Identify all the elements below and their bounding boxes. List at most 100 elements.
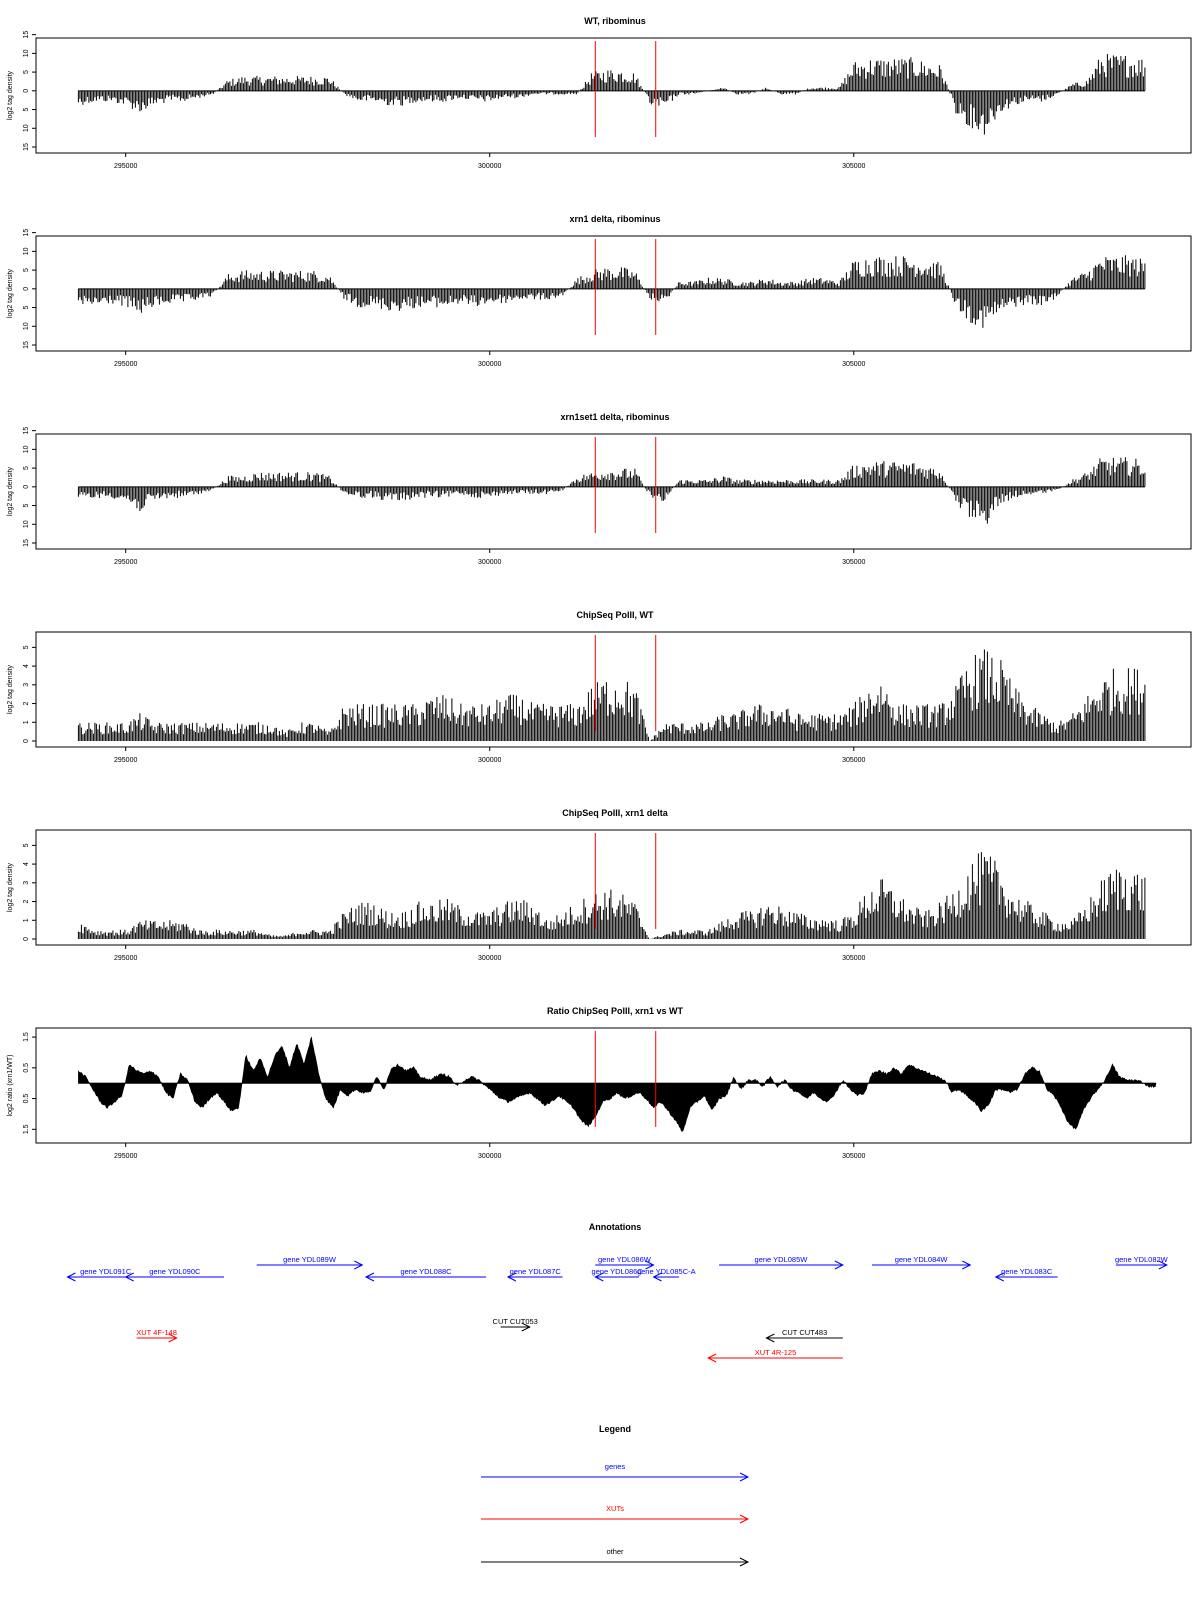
chart-title: ChipSeq PolII, xrn1 delta [562,808,669,818]
y-tick-label: 15 [23,31,30,39]
data-series [77,255,1146,328]
feature-genes: gene YDL086W [595,1255,655,1270]
x-tick-label: 295000 [114,361,137,368]
x-tick-label: 300000 [478,559,501,566]
plot-frame [35,1027,1192,1144]
y-axis-label: log2 tag density [7,70,14,120]
x-tick-label: 300000 [478,955,501,962]
feature-label: gene YDL091C [80,1267,132,1276]
x-tick-label: 295000 [114,757,137,764]
feature-label: gene YDL089W [283,1255,337,1264]
feature-XUTs: XUT 4F-148 [136,1328,178,1343]
legend-label: XUTs [606,1504,624,1513]
feature-arrowhead [645,1260,655,1270]
plot-frame [35,235,1192,352]
feature-label: XUT 4F-148 [136,1328,177,1337]
y-axis-label: log2 ratio (xrn1/WT) [7,1055,14,1117]
y-tick-label: 0 [23,739,30,743]
feature-genes: gene YDL085C-A [637,1267,696,1282]
feature-other: CUT CUT053 [493,1317,538,1332]
y-tick-label: 0 [23,485,30,489]
feature-arrowhead [994,1272,1004,1282]
legend-arrowhead [739,1514,750,1524]
plot-frame [35,433,1192,550]
feature-genes: gene YDL087C [506,1267,563,1282]
feature-arrowhead [834,1260,844,1270]
y-tick-label: 3 [23,683,30,687]
y-tick-label: 3 [23,881,30,885]
feature-arrowhead [354,1260,364,1270]
chart-panel-1: WT, ribominus log2 tag density 15 10 5 0 5 10 15… [7,16,1192,170]
y-tick-label: 5 [23,843,30,847]
chart-title: xrn1set1 delta, ribominus [560,412,669,422]
feature-arrowhead [1158,1260,1168,1270]
data-bars [77,54,1146,135]
feature-arrowhead [707,1353,717,1363]
feature-label: gene YDL087C [510,1267,562,1276]
legend-item-XUTs: XUTs [481,1504,750,1524]
chart-title: ChipSeq PolII, WT [577,610,654,620]
legend-arrowhead [739,1557,750,1567]
y-tick-label: 10 [23,520,30,528]
y-tick-label: 2 [23,701,30,705]
feature-label: gene YDL090C [149,1267,201,1276]
x-tick-label: 295000 [114,559,137,566]
feature-label: gene YDL082W [1115,1255,1169,1264]
legend-label: genes [605,1462,626,1471]
y-tick-label: 5 [23,107,30,111]
y-tick-label: 10 [23,322,30,330]
x-tick-label: 295000 [114,1153,137,1160]
y-tick-label: 5 [23,645,30,649]
feature-arrowhead [124,1272,134,1282]
y-tick-label: 15 [23,229,30,237]
feature-genes: gene YDL082W [1115,1255,1169,1270]
x-tick-label: 305000 [842,163,865,170]
feature-genes: gene YDL090C [124,1267,224,1282]
y-tick-label: 1 [23,918,30,922]
data-series [77,54,1146,135]
feature-label: gene YDL085W [755,1255,809,1264]
y-axis-label: log2 tag density [7,268,14,318]
y-tick-label: 10 [23,445,30,453]
y-tick-label: 0 [23,89,30,93]
data-bars [77,649,1146,741]
y-tick-label: 2 [23,899,30,903]
chart-panel-3: xrn1set1 delta, ribominus log2 tag densit… [7,412,1192,566]
legend-item-genes: genes [481,1462,750,1482]
y-tick-label: 10 [23,49,30,57]
feature-label: gene YDL085C-A [637,1267,696,1276]
feature-other: CUT CUT483 [765,1328,843,1343]
data-series [77,852,1146,939]
legend-item-other: other [481,1547,750,1567]
plot-frame [35,631,1192,748]
feature-arrowhead [652,1272,662,1282]
legend-title: Legend [599,1424,631,1434]
chart-title: Ratio ChipSeq PolII, xrn1 vs WT [547,1006,684,1016]
feature-genes: gene YDL083C [994,1267,1058,1282]
feature-label: gene YDL083C [1001,1267,1053,1276]
y-tick-label: 10 [23,124,30,132]
x-tick-label: 305000 [842,559,865,566]
x-tick-label: 300000 [478,1153,501,1160]
x-tick-label: 305000 [842,361,865,368]
y-tick-label: 1.5 [23,1032,30,1042]
x-tick-label: 300000 [478,361,501,368]
data-area [78,1036,1157,1132]
data-series [77,457,1146,524]
plot-frame [35,37,1192,154]
annotations-panel: Annotations gene YDL091C gene YDL090C gene … [66,1222,1169,1363]
data-series [77,649,1146,741]
y-axis-label: log2 tag density [7,862,14,912]
y-tick-label: 1 [23,720,30,724]
data-bars [77,255,1146,328]
chart-title: xrn1 delta, ribominus [569,214,660,224]
feature-arrowhead [66,1272,76,1282]
legend-panel: Legend genes XUTs other [481,1424,750,1567]
y-tick-label: 15 [23,143,30,151]
y-tick-label: 15 [23,539,30,547]
plot-frame [35,829,1192,946]
feature-genes: gene YDL086C [592,1267,643,1282]
chart-panel-4: ChipSeq PolII, WT log2 tag density 0 1 2 3 4 5 2… [7,610,1192,764]
x-tick-label: 295000 [114,955,137,962]
x-tick-label: 295000 [114,163,137,170]
